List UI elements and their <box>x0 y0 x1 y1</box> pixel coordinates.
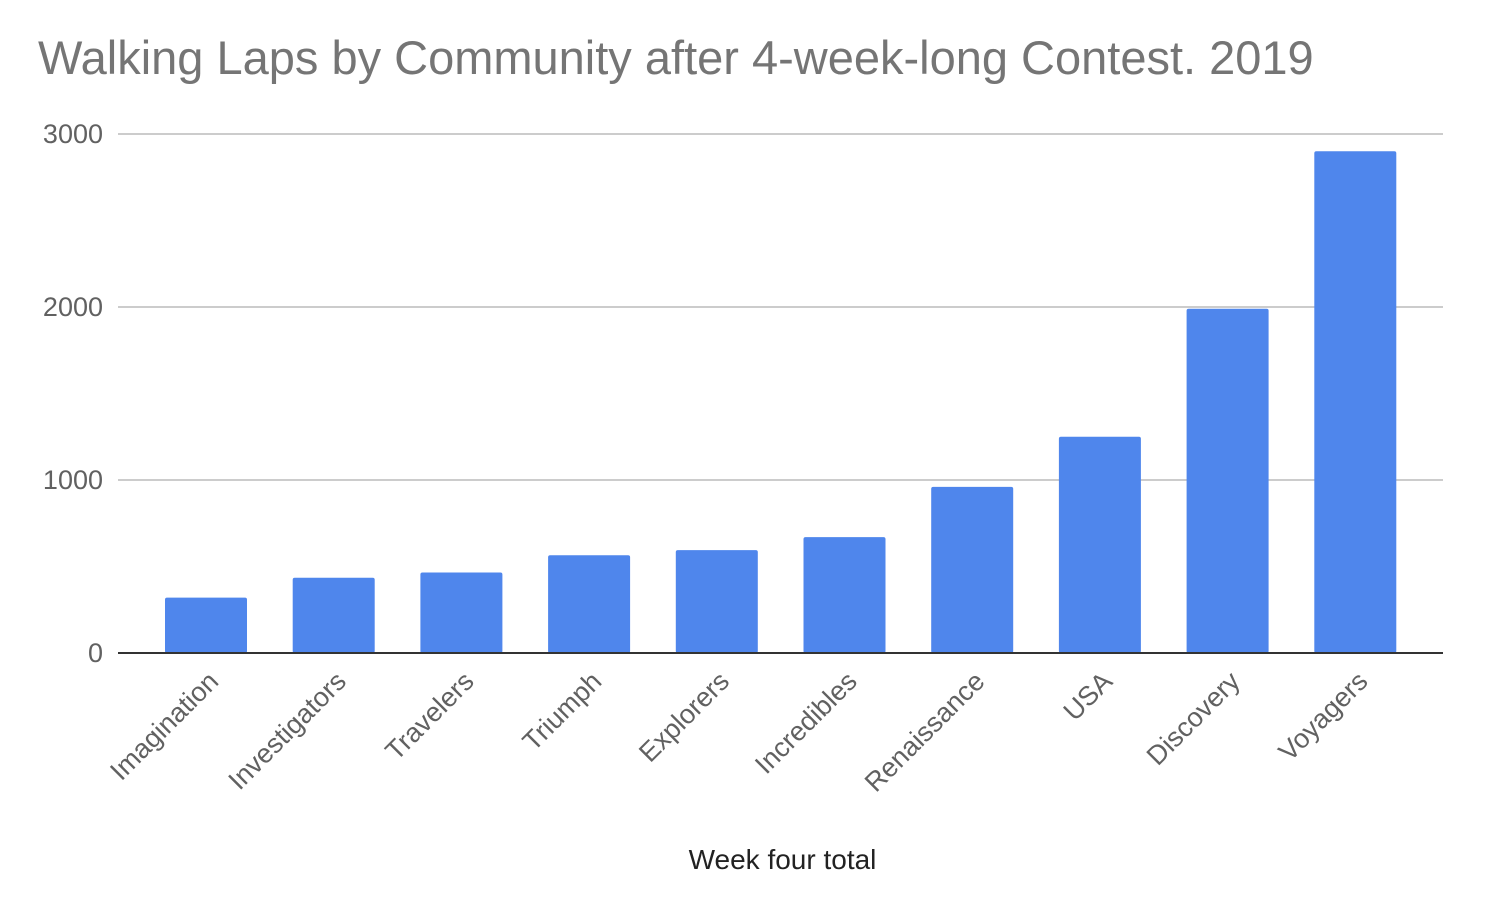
x-tick-label: Incredibles <box>749 666 863 780</box>
y-tick-label: 2000 <box>43 292 103 322</box>
x-tick-label: Triumph <box>517 666 608 757</box>
bar-discovery[interactable] <box>1186 308 1269 653</box>
bar-triumph[interactable] <box>548 555 631 653</box>
chart-title: Walking Laps by Community after 4-week-l… <box>38 31 1314 84</box>
x-axis-title: Week four total <box>689 844 877 875</box>
y-axis-tick-labels: 0 1000 2000 3000 <box>43 119 103 668</box>
x-tick-label: Explorers <box>633 666 735 768</box>
y-tick-label: 1000 <box>43 465 103 495</box>
y-tick-label: 0 <box>88 638 103 668</box>
bar-investigators[interactable] <box>292 577 375 653</box>
y-tick-label: 3000 <box>43 119 103 149</box>
bar-explorers[interactable] <box>675 550 758 653</box>
bars <box>165 151 1397 654</box>
x-tick-label: Voyagers <box>1273 666 1374 767</box>
x-tick-label: Renaissance <box>859 666 991 798</box>
bar-voyagers[interactable] <box>1314 151 1397 654</box>
bar-imagination[interactable] <box>165 597 247 653</box>
x-tick-label: Discovery <box>1141 666 1246 771</box>
x-tick-label: USA <box>1058 666 1118 726</box>
bar-incredibles[interactable] <box>803 537 886 653</box>
x-tick-label: Investigators <box>222 666 351 795</box>
x-tick-label: Travelers <box>380 666 480 766</box>
bar-renaissance[interactable] <box>931 486 1014 653</box>
bar-usa[interactable] <box>1058 436 1141 653</box>
x-tick-label: Imagination <box>104 666 224 786</box>
bar-travelers[interactable] <box>420 572 503 653</box>
